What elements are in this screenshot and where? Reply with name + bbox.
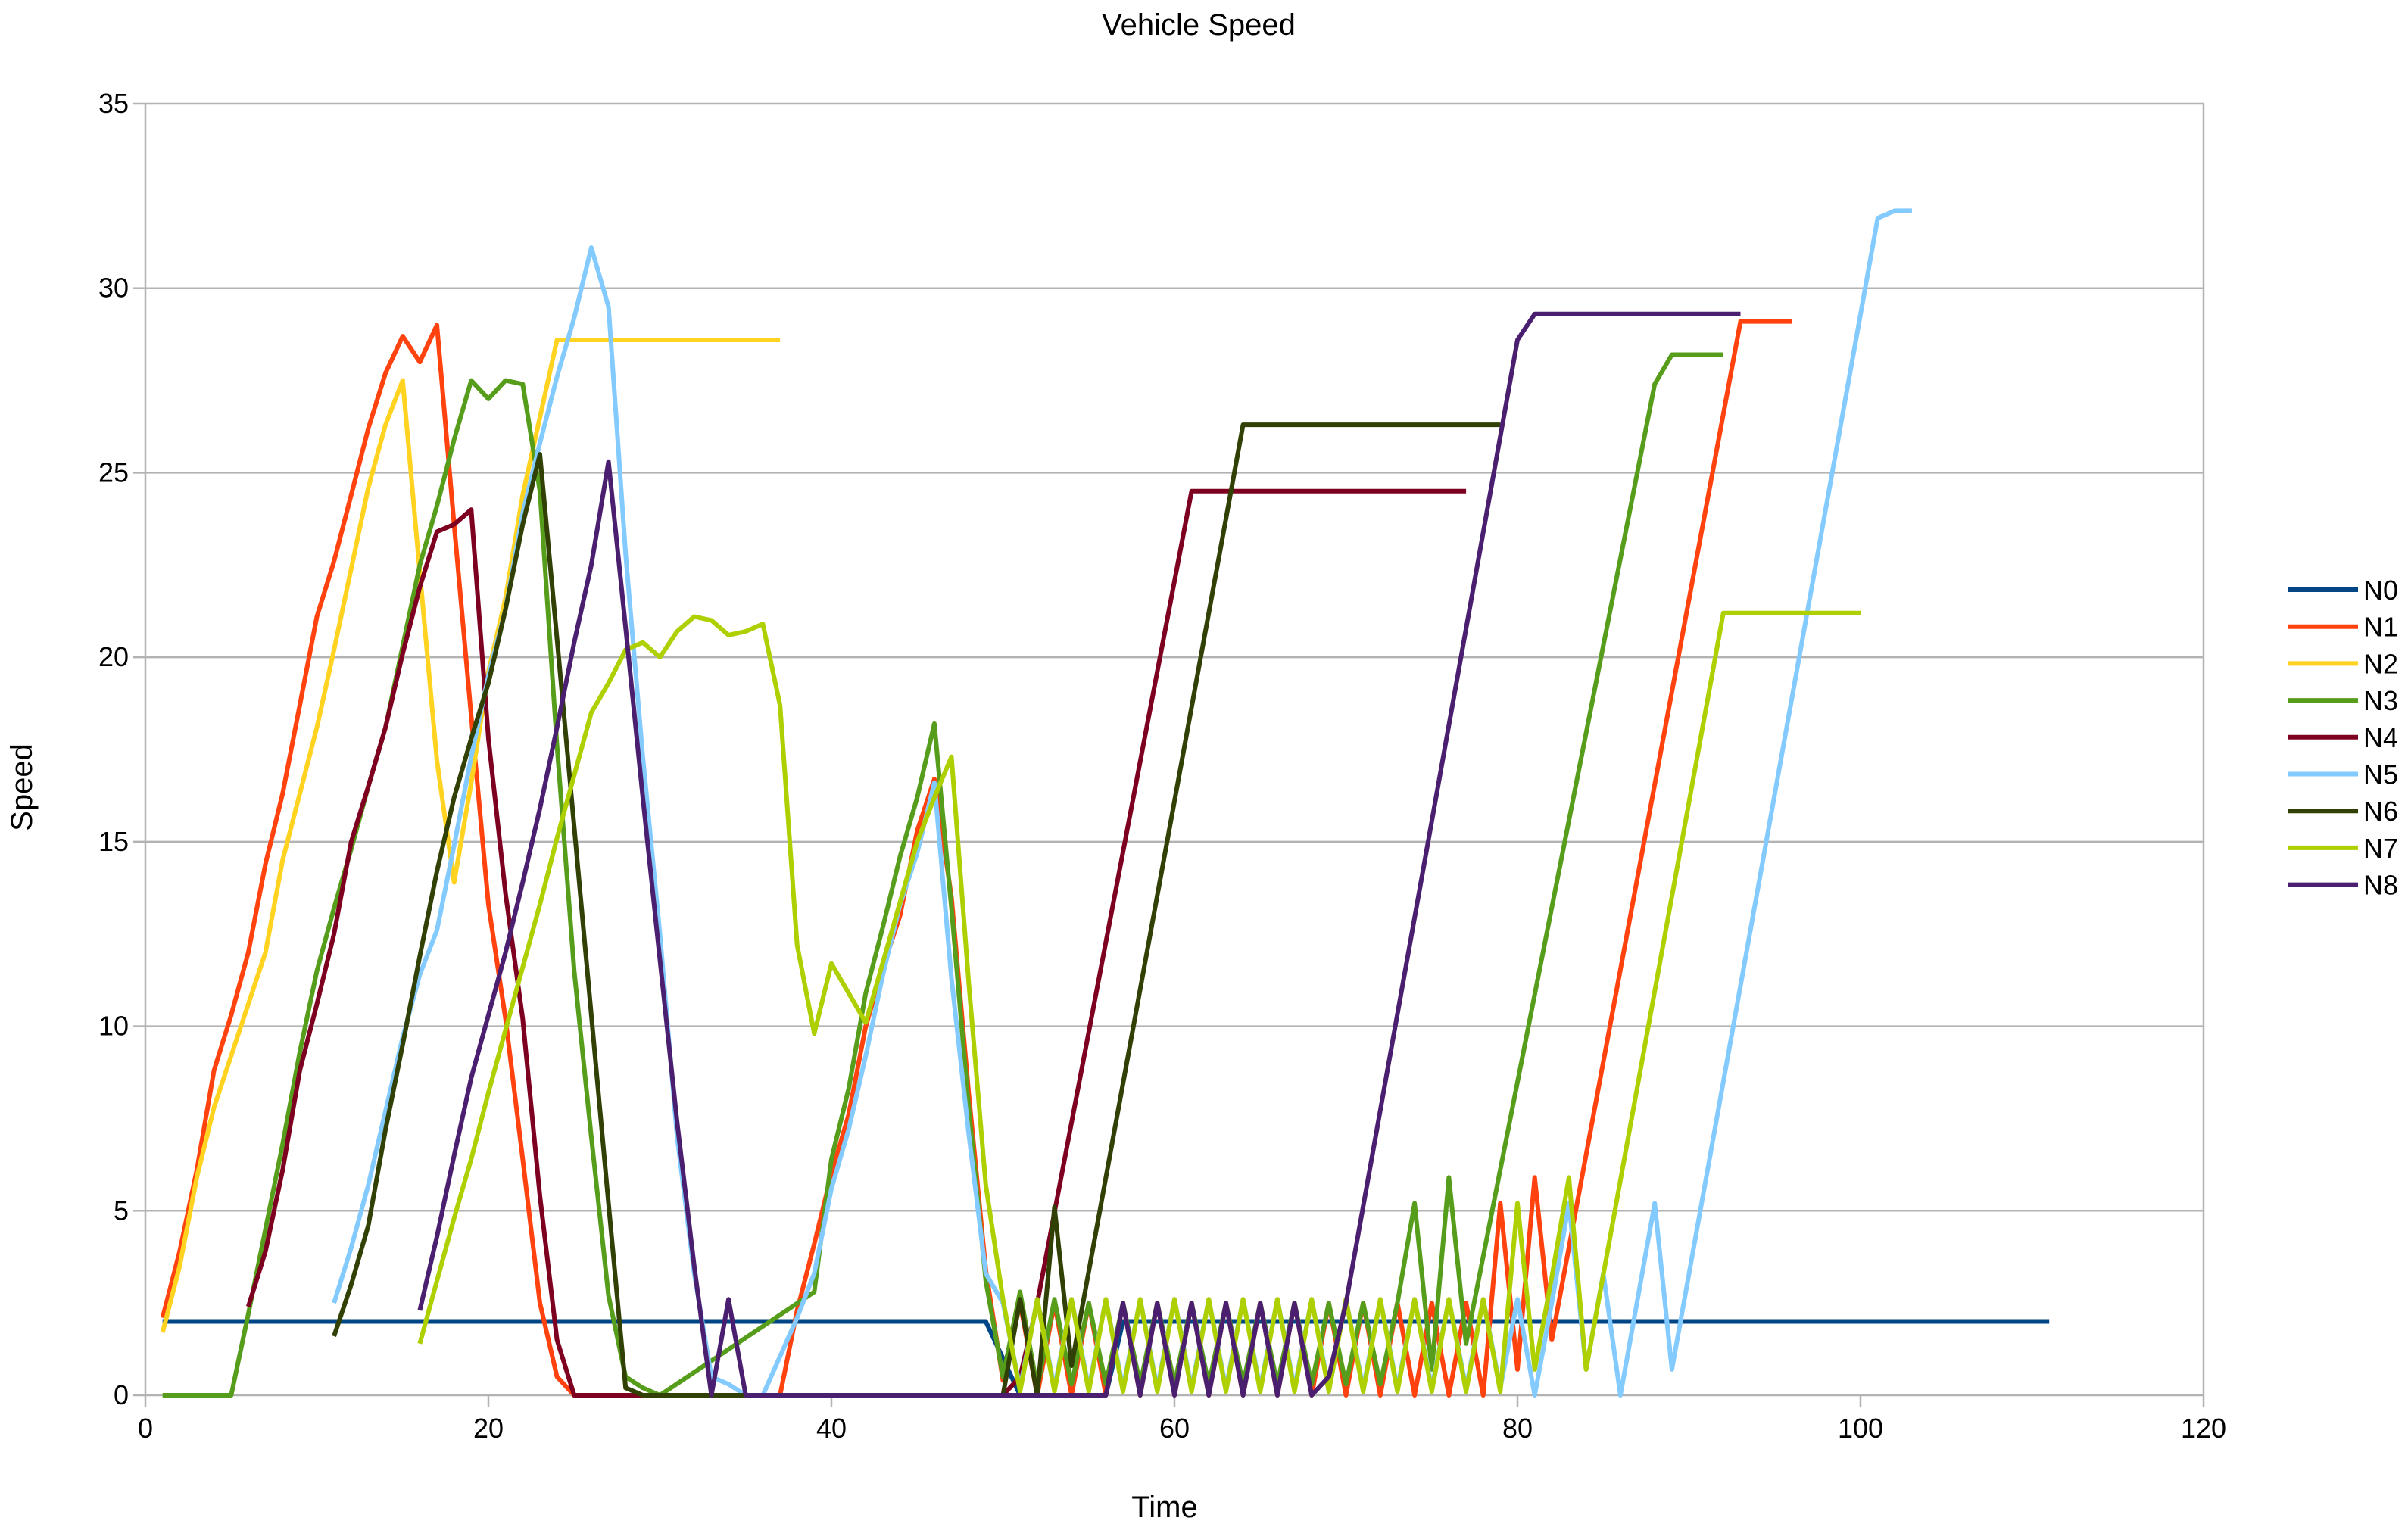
legend-label: N3 — [2363, 685, 2398, 716]
y-tick-label: 10 — [98, 1011, 129, 1042]
y-axis-label: Speed — [5, 743, 39, 831]
legend-label: N0 — [2363, 575, 2398, 606]
series-lines — [160, 208, 2050, 1398]
chart-title: Vehicle Speed — [1102, 8, 1296, 42]
legend-label: N4 — [2363, 722, 2398, 753]
legend-label: N6 — [2363, 796, 2398, 827]
series-line-n6 — [332, 422, 1501, 1398]
grid-lines — [144, 102, 2205, 1397]
y-tick-label: 5 — [114, 1195, 129, 1226]
legend-label: N2 — [2363, 648, 2398, 679]
legend-label: N1 — [2363, 612, 2398, 643]
x-tick-label: 40 — [816, 1413, 847, 1444]
y-tick-label: 0 — [114, 1379, 129, 1410]
y-tick-label: 15 — [98, 826, 129, 857]
x-tick-label: 120 — [2181, 1413, 2226, 1444]
series-line-n7 — [417, 610, 1861, 1394]
y-tick-label: 20 — [98, 641, 129, 672]
legend-label: N8 — [2363, 870, 2398, 901]
axis-ticks: 0 5 10 15 20 25 30 35 0 20 40 60 80 100 120 — [98, 88, 2226, 1444]
x-tick-label: 100 — [1838, 1413, 1883, 1444]
x-tick-label: 0 — [138, 1413, 153, 1444]
x-tick-label: 80 — [1502, 1413, 1533, 1444]
series-line-n3 — [162, 352, 1723, 1398]
legend-label: N7 — [2363, 833, 2398, 864]
y-tick-label: 25 — [98, 457, 129, 488]
x-axis-label: Time — [1131, 1491, 1197, 1524]
legend: N0 N1 N2 N3 N4 N5 N6 N7 N8 — [2288, 575, 2398, 901]
x-tick-label: 60 — [1159, 1413, 1190, 1444]
x-tick-label: 20 — [473, 1413, 504, 1444]
series-line-n8 — [417, 311, 1741, 1398]
legend-label: N5 — [2363, 759, 2398, 790]
y-tick-label: 30 — [98, 273, 129, 304]
y-tick-label: 35 — [98, 88, 129, 119]
